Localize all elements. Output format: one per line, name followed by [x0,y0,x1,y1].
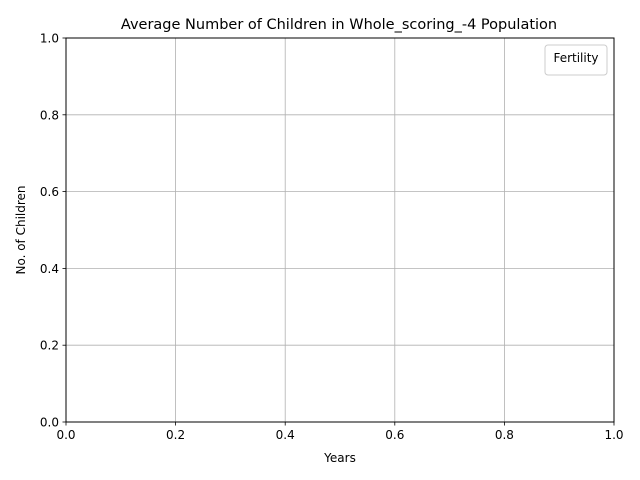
x-tick-label: 1.0 [604,428,623,442]
x-tick-label: 0.8 [495,428,514,442]
y-tick-label: 0.4 [40,262,59,276]
y-tick-label: 0.6 [40,185,59,199]
y-tick-label: 0.8 [40,108,59,122]
y-tick-label: 1.0 [40,32,59,46]
x-tick-label: 0.2 [166,428,185,442]
legend-box [544,44,608,76]
y-tick-label: 0.2 [40,339,59,353]
plot-area-frame [65,37,615,423]
x-tick-label: 0.0 [56,428,75,442]
chart-title: Average Number of Children in Whole_scor… [121,17,557,33]
legend-title: Fertility [553,51,598,65]
y-axis-ticks: 0.0 0.2 0.4 0.6 0.8 1.0 [40,32,66,430]
x-tick-label: 0.6 [385,428,404,442]
x-axis-label: Years [323,451,356,465]
x-axis-ticks: 0.0 0.2 0.4 0.6 0.8 1.0 [56,422,624,442]
y-tick-label: 0.0 [40,416,59,430]
x-tick-label: 0.4 [276,428,295,442]
y-axis-label: No. of Children [14,185,28,274]
legend: Fertility [544,44,608,76]
